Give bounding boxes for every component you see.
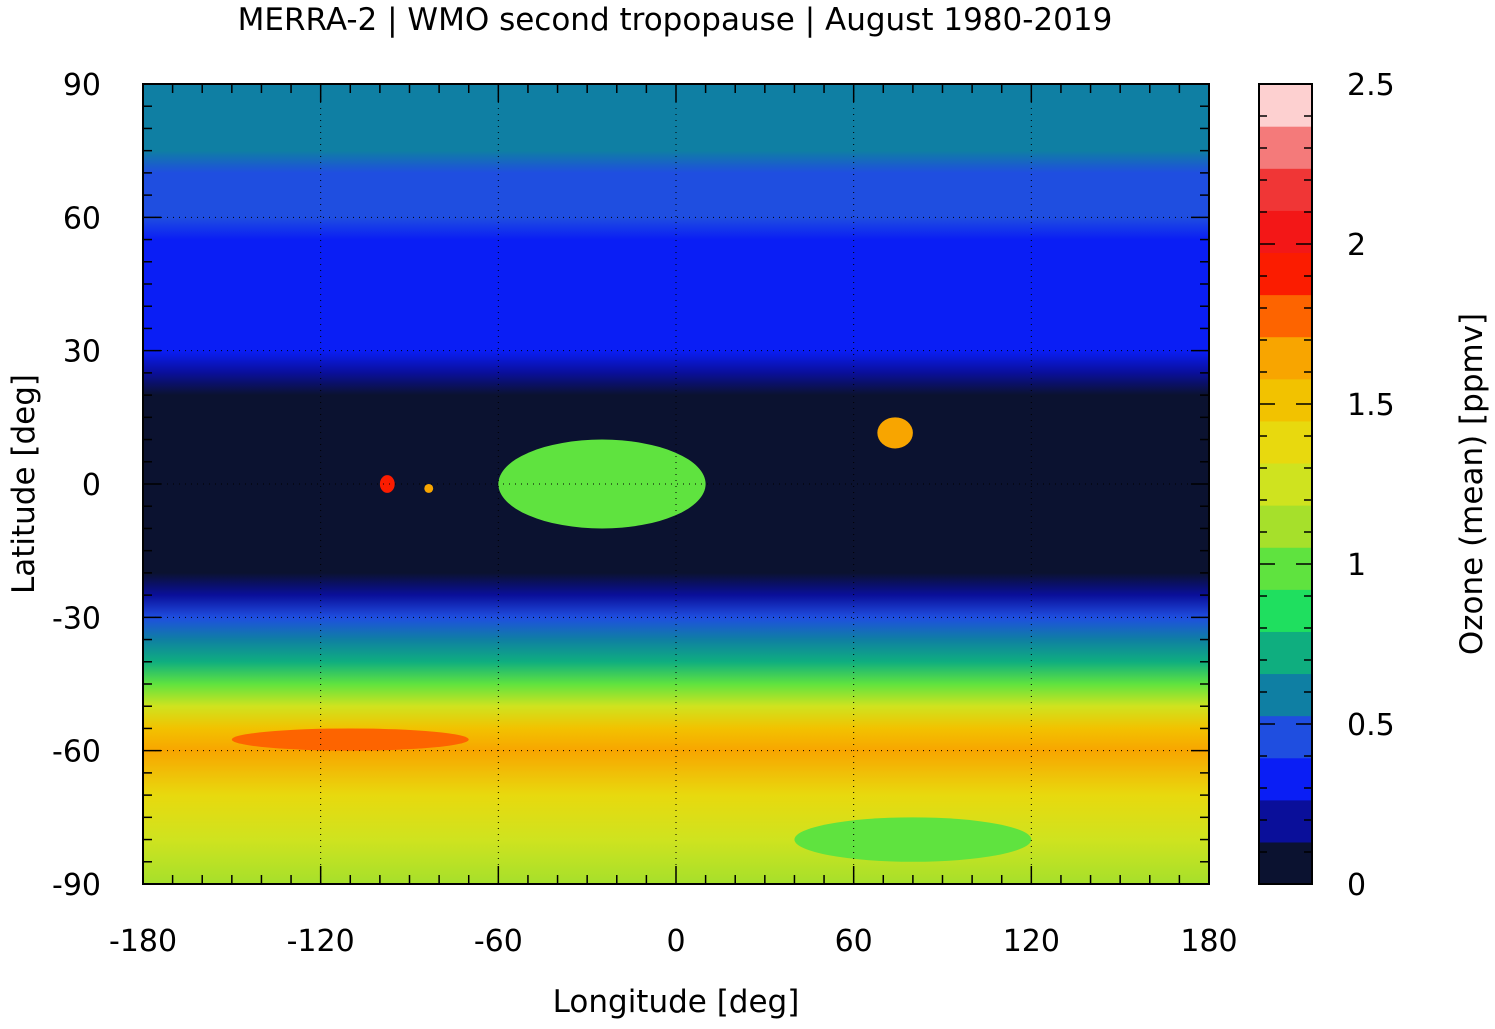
x-tick-label: 60	[835, 924, 873, 959]
colorbar-bin	[1259, 336, 1312, 380]
y-tick-label: -90	[52, 868, 101, 903]
colorbar-ticks	[1259, 83, 1312, 885]
plot-area	[143, 84, 1209, 884]
x-tick-label: -60	[474, 924, 523, 959]
colorbar-bin	[1259, 420, 1312, 464]
colorbar-bin	[1259, 589, 1312, 632]
y-tick-label: -30	[52, 601, 101, 636]
feature-region	[498, 439, 706, 529]
colorbar-bin	[1259, 673, 1312, 717]
colorbar-bin	[1259, 841, 1312, 885]
colorbar-tick-label: 0.5	[1347, 708, 1395, 743]
axis-ticks	[142, 83, 1210, 885]
y-axis-title: Latitude [deg]	[6, 374, 42, 594]
x-axis-title: Longitude [deg]	[553, 984, 800, 1020]
colorbar-bin	[1259, 84, 1312, 127]
y-tick-label: -60	[52, 735, 101, 770]
colorbar-tick-label: 2.5	[1347, 68, 1395, 103]
colorbar-bin	[1259, 168, 1312, 211]
grid-lines	[143, 84, 1209, 884]
colorbar-bin	[1259, 505, 1312, 548]
colorbar-bin	[1259, 294, 1312, 338]
colorbar-bin	[1259, 799, 1312, 843]
x-tick-label: -120	[287, 924, 355, 959]
colorbar-bin	[1259, 126, 1312, 169]
feature-region	[379, 475, 395, 493]
feature-region	[877, 417, 913, 449]
x-tick-label: 0	[666, 924, 685, 959]
y-tick-label: 0	[82, 468, 101, 503]
y-tick-labels: -90 -60 -30 0 30 60 90	[52, 68, 101, 903]
colorbar-label: Ozone (mean) [ppmv]	[1454, 313, 1490, 655]
colorbar-bin	[1259, 547, 1312, 590]
feature-region	[794, 817, 1032, 862]
colorbar-frame	[1258, 83, 1313, 885]
colorbar-tick-label: 1.5	[1347, 388, 1395, 423]
colorbar-bin	[1259, 715, 1312, 759]
feature-region	[424, 484, 434, 493]
y-tick-label: 90	[63, 68, 101, 103]
colorbar-tick-labels: 0 0.5 1 1.5 2 2.5	[1347, 68, 1395, 903]
colorbar-bin	[1259, 631, 1312, 675]
colorbar-bin	[1259, 252, 1312, 296]
x-tick-label: -180	[109, 924, 177, 959]
y-tick-label: 60	[63, 201, 101, 236]
colorbar	[1259, 84, 1312, 885]
colorbar-bin	[1259, 462, 1312, 506]
colorbar-bin	[1259, 210, 1312, 254]
colorbar-bin	[1259, 378, 1312, 422]
colorbar-tick-label: 2	[1347, 228, 1366, 263]
x-tick-label: 120	[1003, 924, 1060, 959]
colorbar-bin	[1259, 757, 1312, 801]
x-tick-label: 180	[1180, 924, 1237, 959]
y-tick-label: 30	[63, 335, 101, 370]
feature-region	[231, 728, 469, 751]
colorbar-tick-label: 1	[1347, 548, 1366, 583]
chart-title: MERRA-2 | WMO second tropopause | August…	[237, 2, 1113, 38]
colorbar-tick-label: 0	[1347, 868, 1366, 903]
x-tick-labels: -180 -120 -60 0 60 120 180	[109, 924, 1238, 959]
